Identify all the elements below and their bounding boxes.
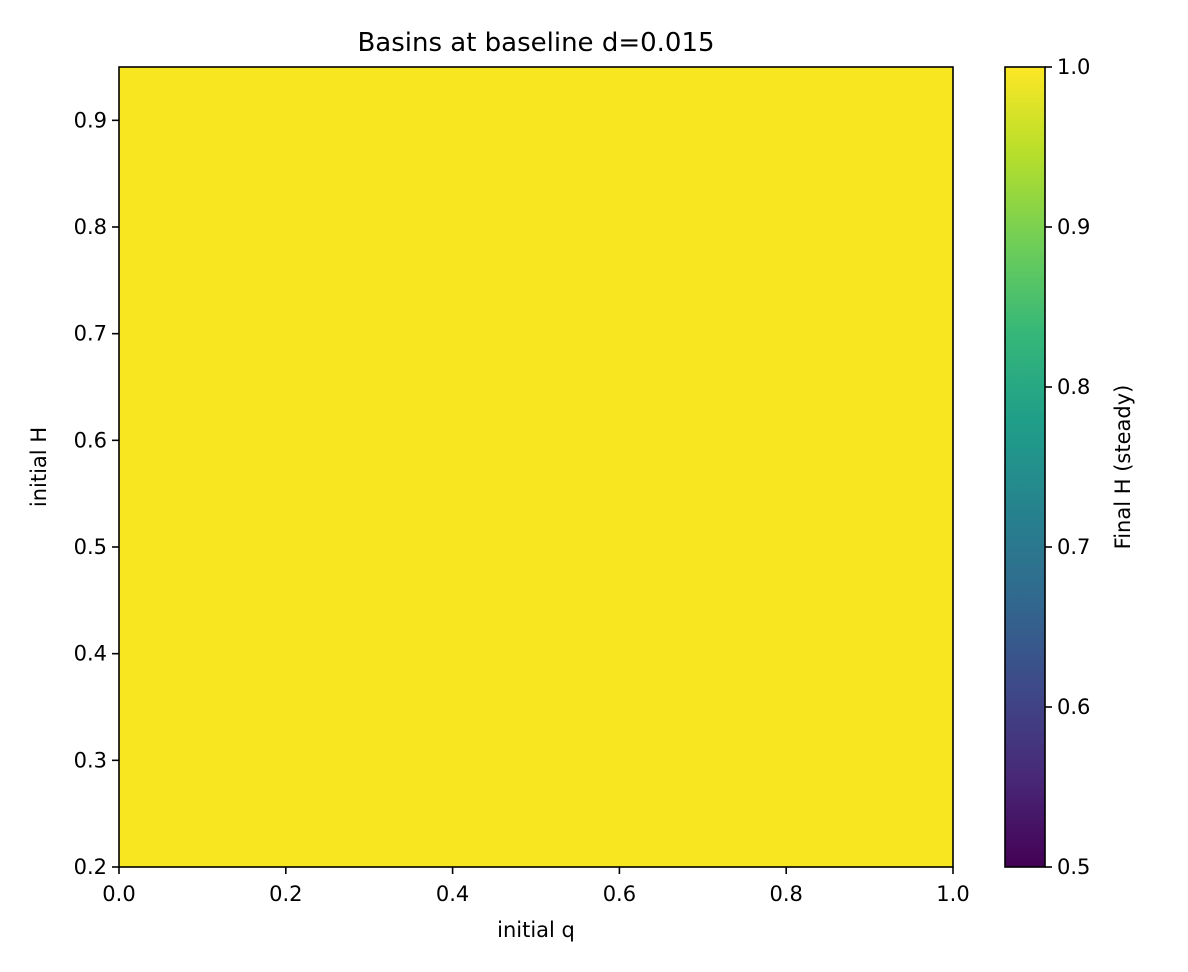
colorbar-tick-label: 0.5 (1057, 855, 1090, 879)
x-axis-label: initial q (497, 918, 575, 942)
colorbar-tick-label: 0.7 (1057, 535, 1090, 559)
heatmap-area (119, 67, 953, 867)
y-tick-label: 0.9 (74, 108, 107, 132)
colorbar-tick-label: 0.9 (1057, 215, 1090, 239)
chart-title: Basins at baseline d=0.015 (357, 28, 714, 58)
x-tick-label: 1.0 (936, 882, 969, 906)
colorbar-tick-label: 0.6 (1057, 695, 1090, 719)
y-tick-label: 0.6 (74, 428, 107, 452)
colorbar-frame (1004, 66, 1046, 868)
x-axis-ticks: 0.0 0.2 0.4 0.6 0.8 1.0 (102, 867, 970, 906)
colorbar-tick-label: 0.8 (1057, 375, 1090, 399)
x-tick-label: 0.8 (769, 882, 802, 906)
colorbar-tick-label: 1.0 (1057, 55, 1090, 79)
y-axis-label: initial H (27, 427, 51, 507)
x-tick-label: 0.6 (603, 882, 636, 906)
y-tick-label: 0.7 (74, 322, 107, 346)
y-axis-ticks: 0.2 0.3 0.4 0.5 0.6 0.7 0.8 0.9 (74, 108, 119, 879)
plot-frame (118, 66, 954, 868)
y-tick-label: 0.5 (74, 535, 107, 559)
colorbar (1005, 67, 1045, 867)
colorbar-ticks: 0.5 0.6 0.7 0.8 0.9 1.0 (1045, 55, 1090, 879)
x-tick-label: 0.4 (436, 882, 469, 906)
y-tick-label: 0.8 (74, 215, 107, 239)
y-tick-label: 0.3 (74, 748, 107, 772)
x-tick-label: 0.0 (102, 882, 135, 906)
y-tick-label: 0.4 (74, 642, 107, 666)
x-tick-label: 0.2 (269, 882, 302, 906)
colorbar-label: Final H (steady) (1111, 385, 1135, 550)
y-tick-label: 0.2 (74, 855, 107, 879)
